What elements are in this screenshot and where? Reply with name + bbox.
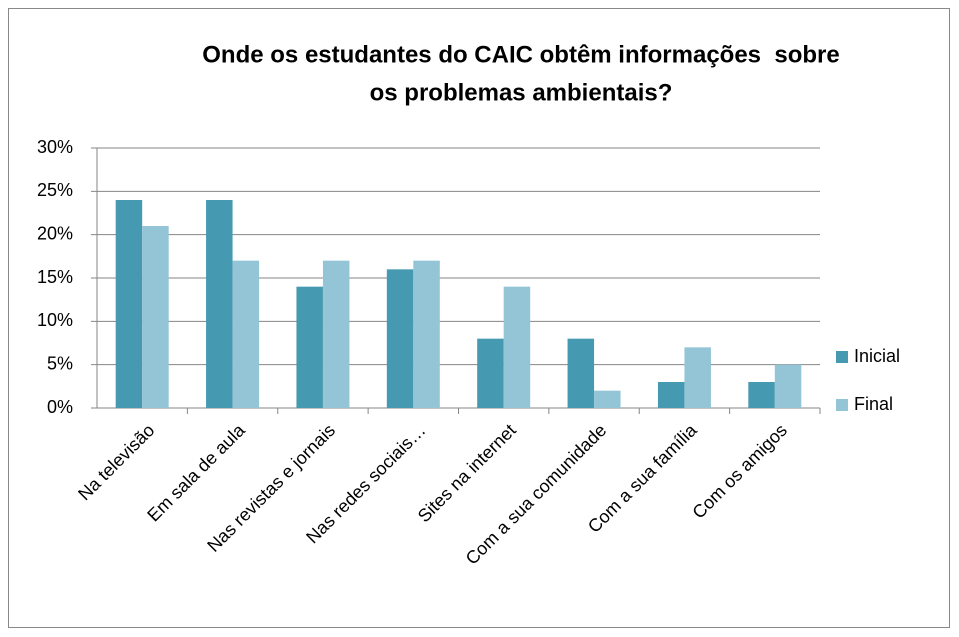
legend-swatch: [836, 351, 848, 363]
y-tick-label: 30%: [37, 137, 73, 157]
legend-label: Inicial: [854, 346, 900, 366]
bar: [774, 364, 802, 408]
bar: [322, 260, 350, 408]
bar: [142, 226, 169, 408]
bar: [296, 286, 323, 408]
bar: [567, 338, 595, 408]
bar: [206, 200, 233, 408]
bar: [657, 382, 685, 408]
bar: [115, 200, 143, 408]
legend-label: Final: [854, 394, 893, 414]
y-tick-label: 0%: [47, 397, 73, 417]
y-tick-label: 15%: [37, 267, 73, 287]
bar: [748, 382, 775, 408]
chart-title: os problemas ambientais?: [370, 79, 673, 106]
legend-swatch: [836, 399, 848, 411]
bar: [684, 347, 711, 408]
y-tick-label: 5%: [47, 353, 73, 373]
chart-title: Onde os estudantes do CAIC obtêm informa…: [202, 41, 839, 68]
bar: [594, 390, 621, 408]
bar: [413, 260, 440, 408]
y-tick-label: 25%: [37, 180, 73, 200]
y-tick-label: 20%: [37, 223, 73, 243]
bar: [477, 338, 504, 408]
bar: [386, 269, 414, 408]
y-tick-label: 10%: [37, 310, 73, 330]
bar: [503, 286, 531, 408]
bar: [232, 260, 260, 408]
